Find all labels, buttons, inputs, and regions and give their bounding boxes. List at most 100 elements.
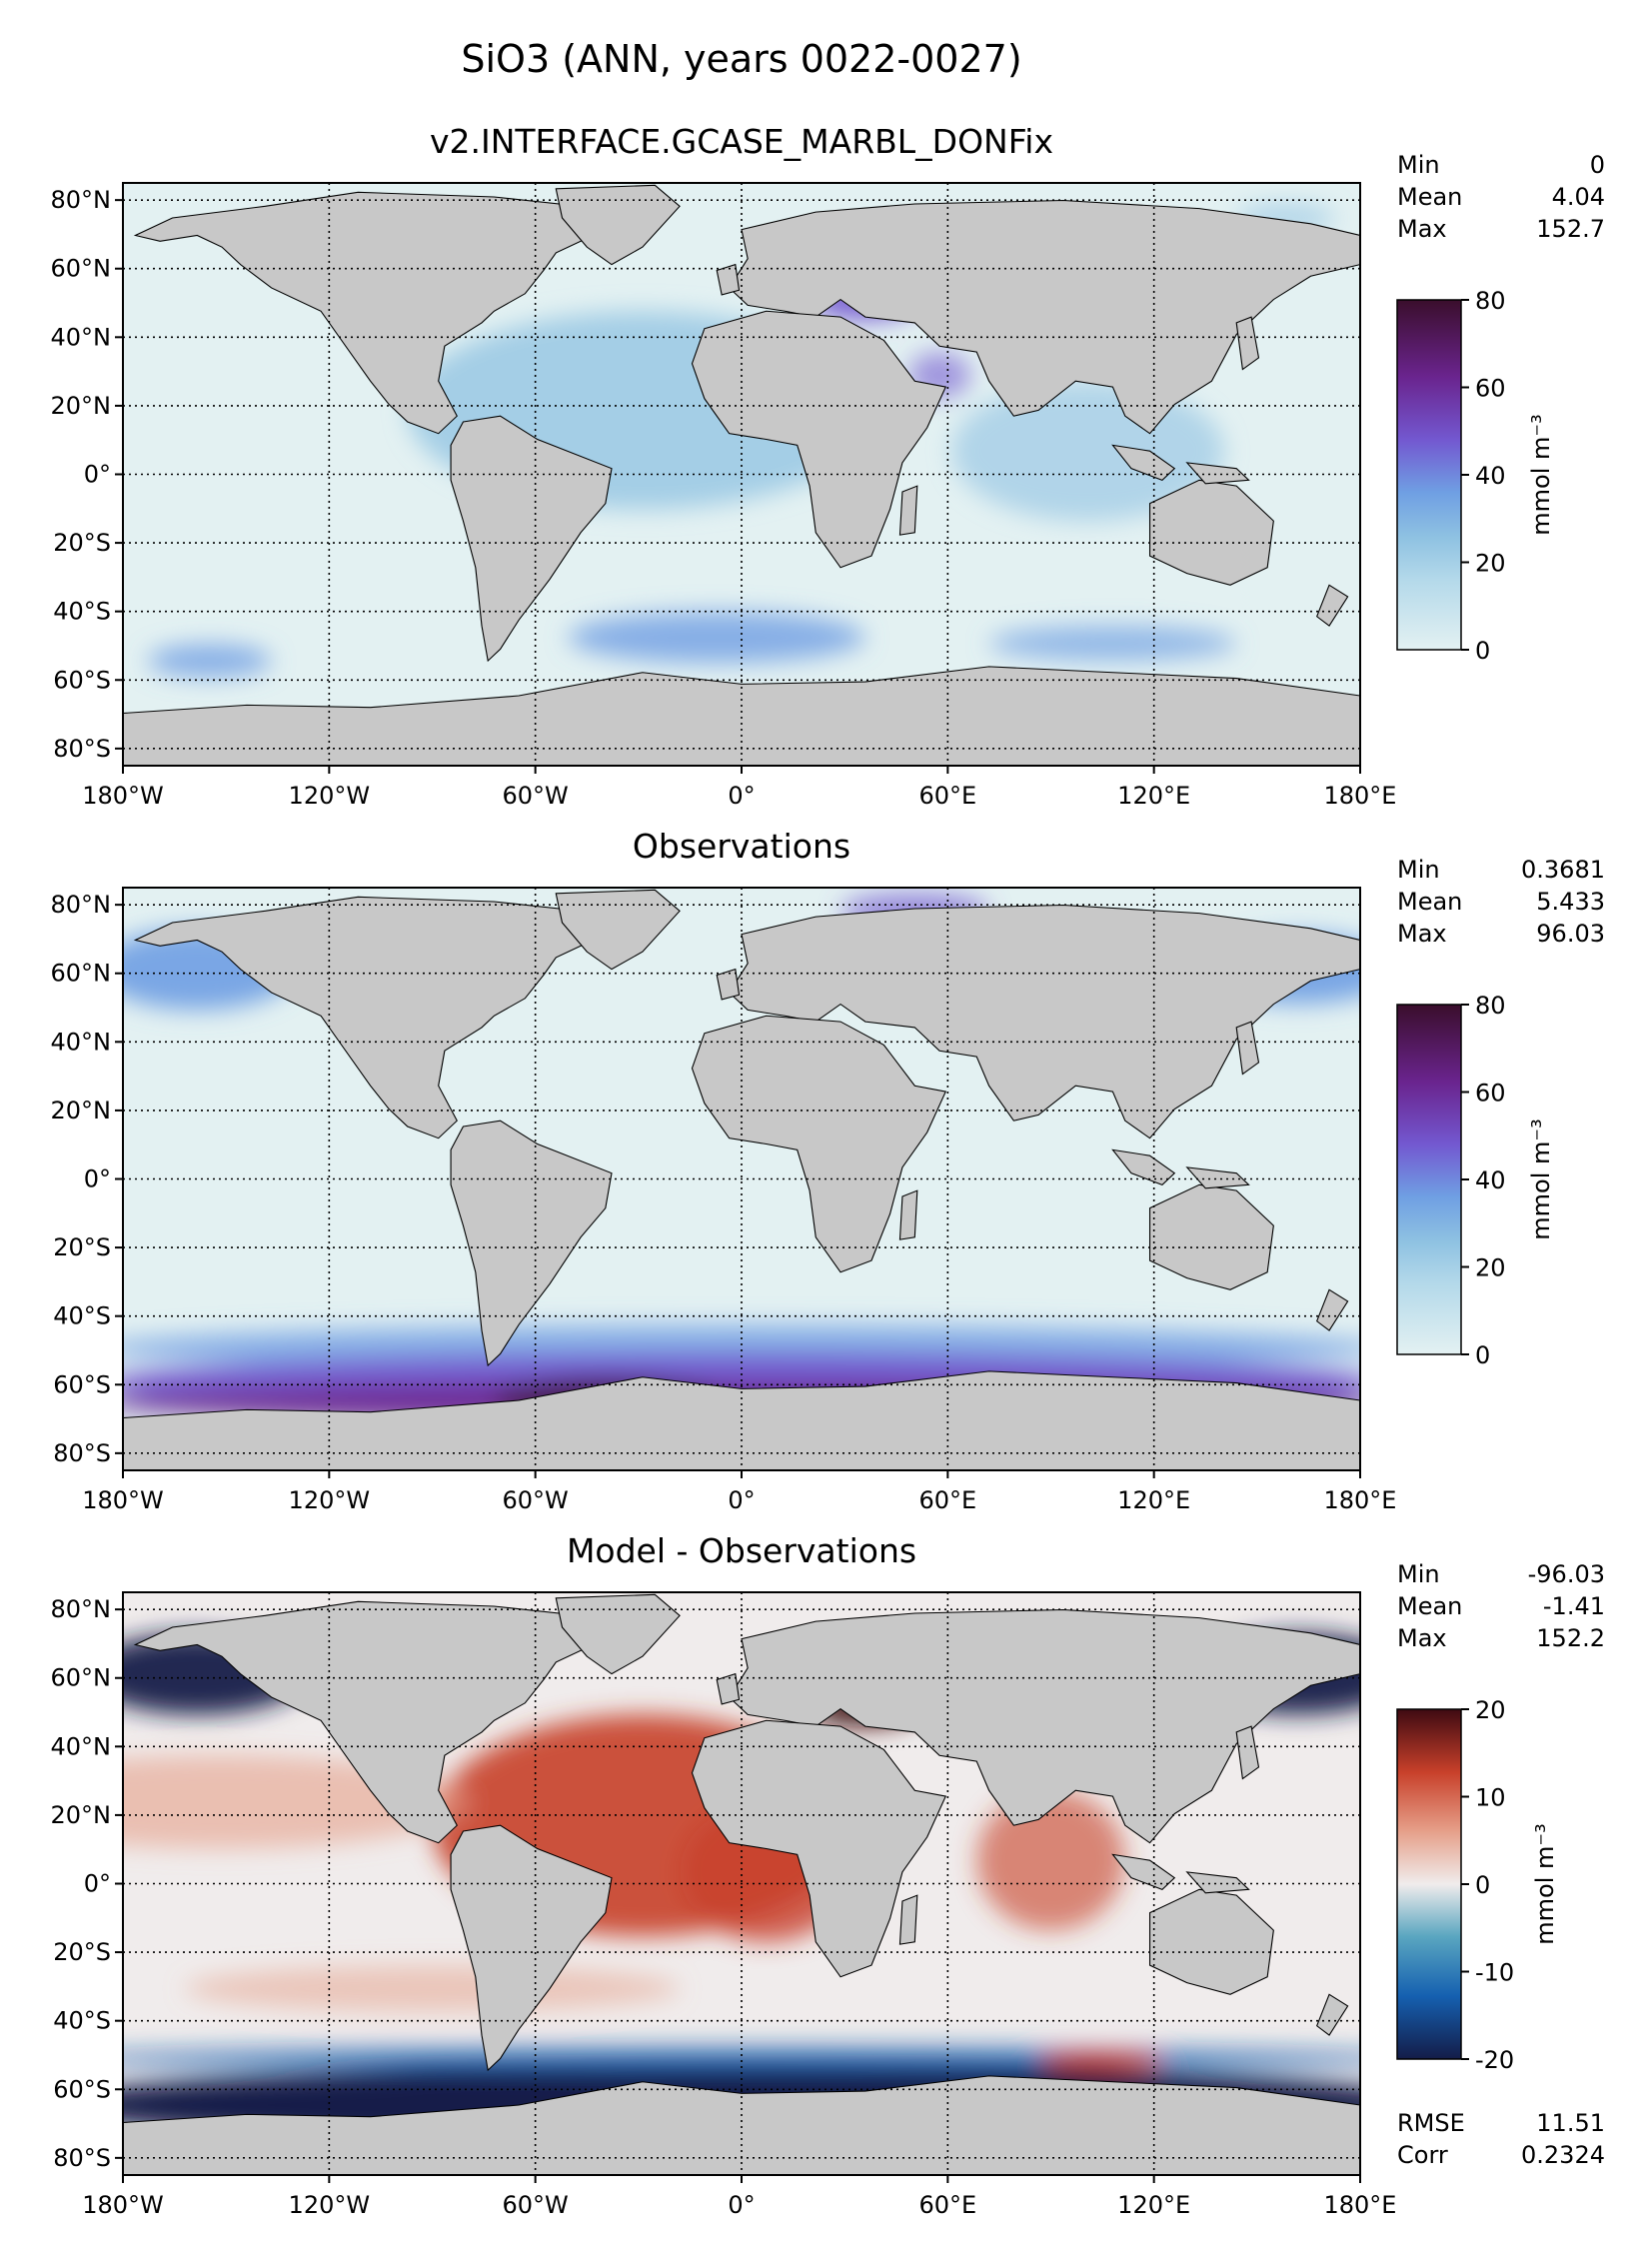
lat-tick-label: 80°N — [51, 186, 112, 214]
stats-box: Min 0.3681 Mean 5.433 Max 96.03 — [1397, 856, 1605, 948]
lat-tick-label: 40°S — [53, 598, 111, 626]
lon-tick-label: 180°W — [82, 782, 164, 810]
lon-tick-label: 60°E — [918, 1486, 976, 1514]
extra-stat-value: 0.2324 — [1521, 2141, 1605, 2169]
lat-tick-label: 80°N — [51, 1595, 112, 1623]
lat-tick-label: 40°N — [51, 323, 112, 351]
stat-value: 4.04 — [1552, 183, 1605, 211]
stat-value: 96.03 — [1536, 920, 1605, 948]
colorbar-tick-label: 40 — [1475, 462, 1506, 490]
lat-tick-label: 20°S — [53, 529, 111, 557]
lon-tick-label: 60°E — [918, 782, 976, 810]
colorbar: -20 -10 0 10 20 mmol m⁻³ — [1396, 1696, 1559, 2074]
colorbar-tick-label: 80 — [1475, 287, 1506, 315]
lon-tick-label: 120°W — [289, 782, 371, 810]
lon-tick-label: 120°E — [1117, 1486, 1190, 1514]
lat-tick-label: 20°S — [53, 1233, 111, 1261]
colorbar: 0 20 40 60 80 mmol m⁻³ — [1396, 992, 1555, 1369]
stat-value: -1.41 — [1543, 1592, 1605, 1620]
colorbar-tick-label: 0 — [1475, 1871, 1490, 1899]
lat-tick-label: 80°S — [53, 2144, 111, 2172]
colorbar-gradient — [1396, 1708, 1462, 2060]
colorbar-tick-label: 0 — [1475, 637, 1490, 665]
lon-tick-label: 120°W — [289, 1486, 371, 1514]
lon-tick-label: 180°E — [1324, 2191, 1397, 2219]
stat-label: Mean — [1397, 183, 1462, 211]
lat-tick-label: 0° — [84, 1870, 111, 1898]
stat-label: Max — [1397, 920, 1447, 948]
colorbar-tick-label: 60 — [1475, 375, 1506, 403]
colorbar-unit-label: mmol m⁻³ — [1531, 1823, 1559, 1944]
lat-tick-label: 40°N — [51, 1732, 112, 1760]
colorbar-tick-label: -10 — [1475, 1959, 1514, 1987]
graticule — [123, 183, 1360, 766]
field-blob — [1038, 2051, 1162, 2071]
colorbar-tick-label: 40 — [1475, 1166, 1506, 1194]
map-area — [123, 183, 1360, 766]
map-area — [123, 888, 1360, 1470]
lon-tick-label: 120°W — [289, 2191, 371, 2219]
map-panel-3: Model - Observations 80°N 60°N 40°N 20°N 0° 20… — [51, 1531, 1606, 2219]
field-blob — [147, 644, 272, 678]
colorbar-tick-label: 20 — [1475, 1254, 1506, 1282]
stat-label: Min — [1397, 856, 1440, 884]
colorbar-unit-label: mmol m⁻³ — [1527, 414, 1555, 535]
field-blob — [976, 1790, 1125, 1931]
lon-tick-label: 60°W — [503, 782, 569, 810]
graticule — [123, 888, 1360, 1470]
stat-label: Mean — [1397, 1592, 1462, 1620]
stats-box: Min -96.03 Mean -1.41 Max 152.2 — [1397, 1560, 1605, 1652]
colorbar-gradient — [1396, 299, 1462, 651]
lat-tick-label: 60°N — [51, 1664, 112, 1692]
lat-tick-label: 40°S — [53, 1302, 111, 1330]
field-blob — [568, 612, 865, 664]
map-panel-1: v2.INTERFACE.GCASE_MARBL_DONFix 80°N 60°N 4… — [51, 122, 1606, 810]
extra-stat-label: RMSE — [1397, 2109, 1465, 2137]
lat-tick-label: 0° — [84, 461, 111, 489]
lat-tick-label: 80°S — [53, 1439, 111, 1467]
lat-tick-label: 40°S — [53, 2007, 111, 2035]
lat-tick-label: 20°N — [51, 1801, 112, 1829]
figure-title: SiO3 (ANN, years 0022-0027) — [461, 37, 1021, 81]
colorbar-tick-label: 0 — [1475, 1341, 1490, 1369]
colorbar-gradient — [1396, 1004, 1462, 1355]
lon-tick-label: 0° — [728, 1486, 755, 1514]
lat-tick-label: 60°S — [53, 1370, 111, 1398]
colorbar: 0 20 40 60 80 mmol m⁻³ — [1396, 287, 1555, 665]
colorbar-tick-label: 20 — [1475, 1696, 1506, 1724]
lon-tick-label: 180°W — [82, 1486, 164, 1514]
lon-tick-label: 180°E — [1324, 782, 1397, 810]
stat-value: 152.2 — [1536, 1624, 1605, 1652]
stat-label: Mean — [1397, 888, 1462, 916]
lat-tick-label: 80°N — [51, 891, 112, 919]
stats-box: Min 0 Mean 4.04 Max 152.7 — [1397, 151, 1605, 243]
lon-tick-label: 120°E — [1117, 2191, 1190, 2219]
stat-label: Min — [1397, 1560, 1440, 1588]
stat-value: -96.03 — [1528, 1560, 1605, 1588]
lat-tick-label: 40°N — [51, 1028, 112, 1056]
stat-value: 0.3681 — [1521, 856, 1605, 884]
map-panel-2: Observations 80°N 60°N 40°N 20°N 0° 20°S 40°S 60… — [51, 827, 1606, 1514]
extra-stat-label: Corr — [1397, 2141, 1448, 2169]
stat-label: Max — [1397, 215, 1447, 243]
lat-tick-label: 20°N — [51, 392, 112, 420]
field-blob — [184, 1965, 681, 2012]
colorbar-tick-label: 60 — [1475, 1080, 1506, 1108]
lat-tick-label: 60°N — [51, 960, 112, 988]
lon-tick-label: 60°W — [503, 2191, 569, 2219]
lon-tick-label: 60°E — [918, 2191, 976, 2219]
lat-tick-label: 80°S — [53, 735, 111, 763]
lon-tick-label: 180°E — [1324, 1486, 1397, 1514]
graticule — [123, 1592, 1360, 2175]
panel-title: Observations — [633, 827, 850, 866]
lon-tick-label: 0° — [728, 2191, 755, 2219]
lat-tick-label: 60°S — [53, 666, 111, 694]
stat-label: Max — [1397, 1624, 1447, 1652]
lon-tick-label: 0° — [728, 782, 755, 810]
lon-tick-label: 60°W — [503, 1486, 569, 1514]
stat-value: 0 — [1590, 151, 1605, 179]
map-area — [123, 1592, 1360, 2175]
lat-tick-label: 60°N — [51, 255, 112, 283]
colorbar-tick-label: 80 — [1475, 992, 1506, 1020]
